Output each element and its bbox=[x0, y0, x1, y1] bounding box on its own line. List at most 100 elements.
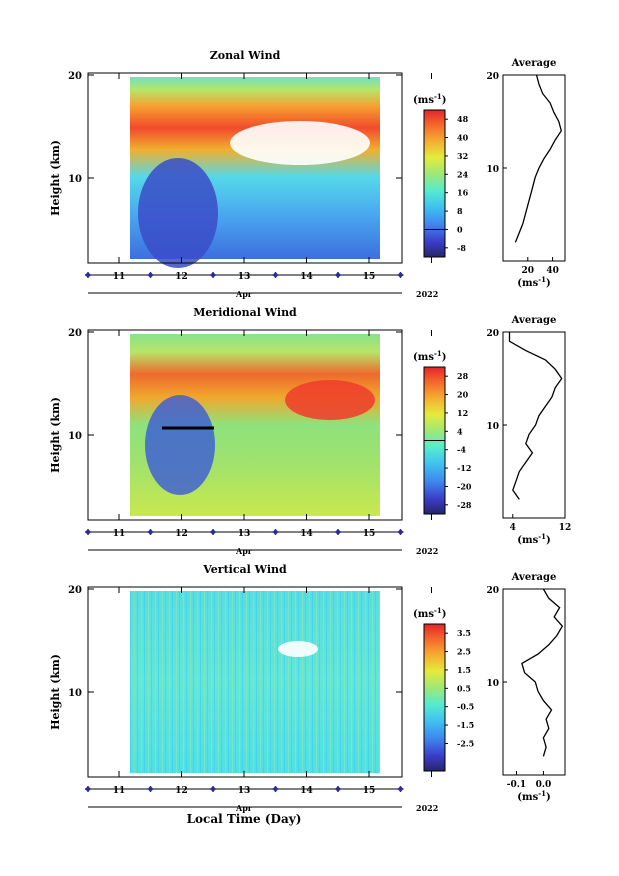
average-profile: Average 20 10 4 12 (ms-1) bbox=[486, 315, 571, 546]
day-marker bbox=[147, 272, 154, 278]
day-marker bbox=[397, 272, 404, 278]
average-unit: (ms-1) bbox=[517, 789, 550, 803]
average-title: Average bbox=[511, 315, 557, 326]
colorbar-tick-label: 1.5 bbox=[457, 665, 471, 675]
average-x-tick-label: 12 bbox=[559, 523, 572, 533]
heatmap-texture bbox=[130, 591, 380, 773]
high-wind-core bbox=[285, 380, 375, 420]
panel-0: Zonal Wind 20 10 Height (km) 11 12 13 14 15 Apr 20… bbox=[49, 49, 566, 299]
average-x-tick-label: 0.0 bbox=[536, 780, 552, 790]
y-axis-label: Height (km) bbox=[49, 140, 62, 216]
day-marker bbox=[210, 786, 216, 792]
average-y-tick: 20 bbox=[486, 72, 499, 82]
low-wind-core bbox=[145, 395, 215, 495]
day-marker bbox=[147, 529, 154, 535]
colorbar-tick-label: 16 bbox=[457, 188, 469, 198]
panel-1: Meridional Wind 20 10 Height (km) 11 12 13 14 15… bbox=[49, 306, 571, 556]
day-marker bbox=[85, 786, 91, 792]
y-tick-label: 10 bbox=[68, 431, 82, 442]
average-line bbox=[514, 74, 563, 243]
day-marker bbox=[210, 272, 216, 278]
month-label: Apr bbox=[235, 546, 253, 556]
colorbar: (ms-1) 28 20 12 4 -4 -12 -20 -28 bbox=[413, 349, 472, 515]
low-wind-core bbox=[138, 158, 218, 268]
average-profile: Average 20 10 -0.1 0.0(ms-1) bbox=[486, 572, 566, 803]
panel-title: Zonal Wind bbox=[210, 49, 281, 62]
day-tick-label: 13 bbox=[238, 529, 251, 539]
average-profile: Average 20 10 20 40(ms-1) bbox=[486, 58, 566, 289]
plot-frame bbox=[87, 586, 403, 778]
day-marker bbox=[335, 529, 341, 535]
colorbar-tick-label: 48 bbox=[457, 114, 469, 124]
colorbar-tick-label: 2.5 bbox=[457, 647, 471, 657]
average-line bbox=[521, 588, 564, 757]
colorbar: (ms-1) 3.5 2.5 1.5 0.5 -0.5 -1.5 -2.5 bbox=[413, 606, 474, 772]
day-marker bbox=[272, 529, 279, 535]
day-tick-label: 14 bbox=[300, 786, 313, 796]
colorbar-tick-label: 32 bbox=[457, 151, 468, 161]
missing-data bbox=[230, 121, 370, 165]
average-unit: (ms-1) bbox=[517, 532, 550, 546]
day-marker bbox=[272, 786, 279, 792]
plot-frame bbox=[87, 329, 403, 521]
plot-frame bbox=[87, 72, 403, 264]
day-tick-label: 15 bbox=[363, 272, 376, 282]
colorbar-tick-label: 20 bbox=[457, 390, 469, 400]
colorbar-tick-label: -8 bbox=[457, 243, 466, 253]
month-label: Apr bbox=[235, 803, 253, 813]
average-y-tick: 20 bbox=[486, 586, 499, 596]
day-tick-label: 12 bbox=[175, 786, 188, 796]
panel-2: Vertical Wind 20 10 Height (km) 11 12 13 14 15 Ap… bbox=[49, 563, 566, 813]
colorbar-tick-label: -1.5 bbox=[457, 720, 474, 730]
day-marker bbox=[397, 529, 404, 535]
day-marker bbox=[210, 529, 216, 535]
average-y-tick: 10 bbox=[486, 422, 499, 432]
colorbar-tick-label: 3.5 bbox=[457, 628, 471, 638]
colorbar-tick-label: 0.5 bbox=[457, 683, 471, 693]
colorbar-tick-label: -4 bbox=[457, 445, 466, 455]
colorbar-tick-label: 4 bbox=[457, 426, 463, 436]
colorbar-tick-label: 40 bbox=[457, 133, 469, 143]
y-tick-label: 10 bbox=[68, 174, 82, 185]
day-tick-label: 12 bbox=[175, 272, 188, 282]
day-tick-label: 13 bbox=[238, 272, 251, 282]
average-x-tick-label: 40 bbox=[546, 266, 559, 276]
colorbar-unit: (ms-1) bbox=[413, 606, 446, 620]
day-tick-label: 15 bbox=[363, 529, 376, 539]
day-tick-label: 11 bbox=[113, 272, 126, 282]
average-y-tick: 20 bbox=[486, 329, 499, 339]
colorbar-bar bbox=[423, 623, 446, 772]
panel-title: Vertical Wind bbox=[202, 563, 287, 576]
day-tick-label: 15 bbox=[363, 786, 376, 796]
average-unit: (ms-1) bbox=[517, 275, 550, 289]
average-y-tick: 10 bbox=[486, 679, 499, 689]
day-tick-label: 11 bbox=[113, 529, 126, 539]
day-tick-label: 14 bbox=[300, 529, 313, 539]
colorbar-tick-label: -12 bbox=[457, 463, 471, 473]
day-tick-label: 14 bbox=[300, 272, 313, 282]
day-marker bbox=[272, 272, 279, 278]
average-frame bbox=[502, 74, 566, 262]
day-marker bbox=[85, 272, 91, 278]
day-marker bbox=[335, 272, 341, 278]
colorbar-tick-label: 24 bbox=[457, 169, 469, 179]
missing-data bbox=[278, 641, 318, 657]
y-axis-label: Height (km) bbox=[49, 397, 62, 473]
colorbar-tick-label: -20 bbox=[457, 481, 472, 491]
average-x-tick-label: 4 bbox=[510, 523, 516, 533]
day-marker bbox=[85, 529, 91, 535]
colorbar-tick-label: -0.5 bbox=[457, 702, 474, 712]
day-tick-label: 12 bbox=[175, 529, 188, 539]
day-tick-label: 13 bbox=[238, 786, 251, 796]
colorbar-bar bbox=[423, 109, 446, 258]
y-tick-label: 20 bbox=[68, 71, 82, 82]
colorbar-unit: (ms-1) bbox=[413, 92, 446, 106]
colorbar-tick-label: 8 bbox=[457, 206, 463, 216]
average-frame bbox=[502, 588, 566, 776]
average-title: Average bbox=[511, 572, 557, 583]
colorbar-tick-label: 28 bbox=[457, 371, 469, 381]
year-label: 2022 bbox=[416, 546, 438, 556]
day-marker bbox=[397, 786, 404, 792]
average-line bbox=[508, 332, 563, 500]
